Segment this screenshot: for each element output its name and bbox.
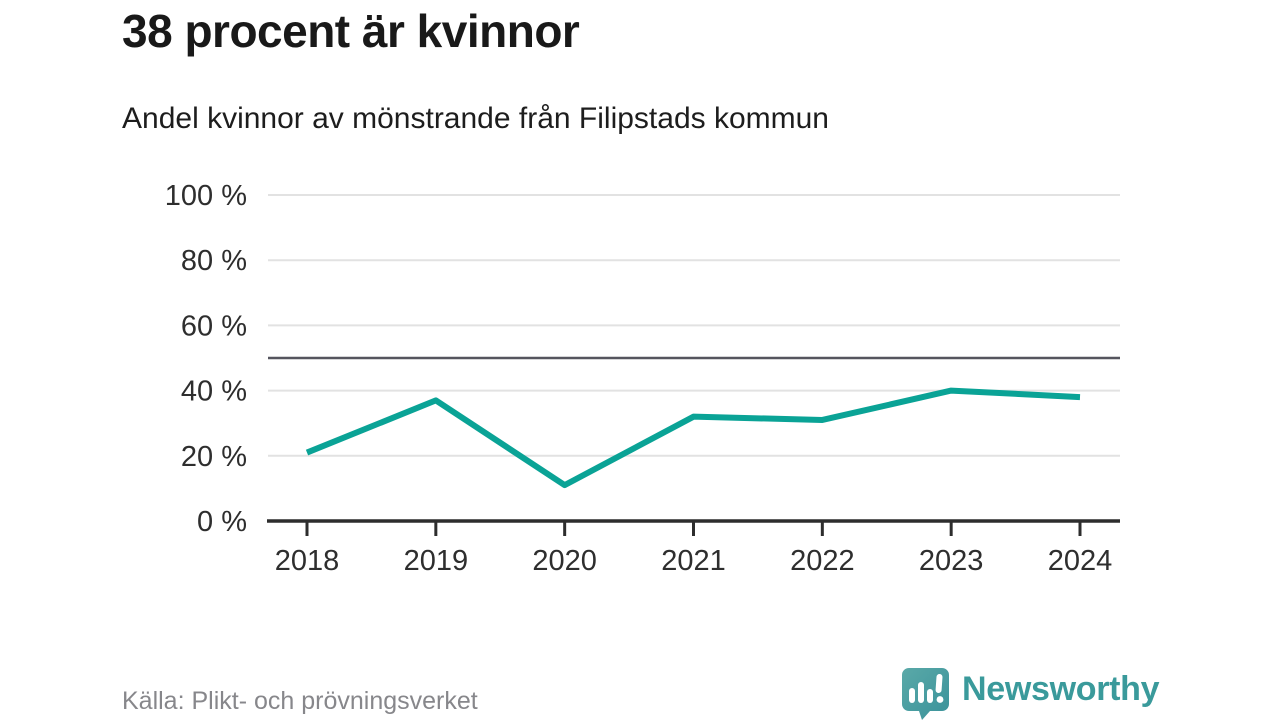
- speech-bubble-bar-chart-icon: [902, 668, 949, 720]
- x-tick-label: 2021: [661, 545, 726, 577]
- y-tick-label: 80 %: [181, 245, 247, 277]
- x-tick-label: 2018: [275, 545, 340, 577]
- x-tick-label: 2019: [404, 545, 469, 577]
- page-title: 38 procent är kvinnor: [122, 5, 580, 57]
- y-tick-label: 60 %: [181, 310, 247, 342]
- chart-subtitle: Andel kvinnor av mönstrande från Filipst…: [122, 102, 829, 135]
- brand-logo: Newsworthy: [897, 664, 1160, 720]
- y-tick-label: 0 %: [197, 506, 247, 538]
- brand-wordmark: Newsworthy: [962, 670, 1160, 708]
- x-tick-label: 2024: [1048, 545, 1113, 577]
- x-tick-label: 2023: [919, 545, 984, 577]
- source-note: Källa: Plikt- och prövningsverket: [122, 687, 478, 715]
- data-series-line: [305, 387, 1081, 489]
- x-tick-label: 2020: [532, 545, 597, 577]
- y-tick-label: 100 %: [165, 180, 247, 212]
- y-tick-label: 20 %: [181, 441, 247, 473]
- y-tick-label: 40 %: [181, 376, 247, 408]
- x-tick-label: 2022: [790, 545, 855, 577]
